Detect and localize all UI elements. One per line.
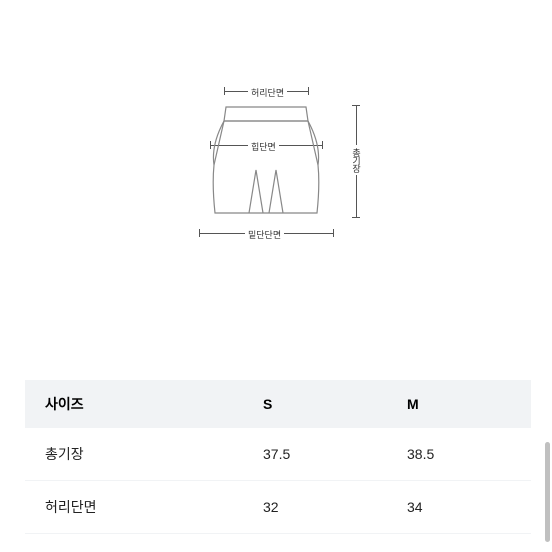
length-label: 총기장	[350, 145, 363, 175]
table-row: 총기장 37.5 38.5	[25, 428, 531, 481]
skirt-outline	[201, 105, 331, 220]
row-value-s: 32	[243, 481, 387, 534]
waist-label: 허리단면	[248, 86, 287, 99]
row-label: 허리단면	[25, 481, 243, 534]
table-header-row: 사이즈 S M	[25, 380, 531, 428]
size-table-container: 사이즈 S M 총기장 37.5 38.5 허리단면 32 34	[25, 380, 531, 534]
col-size: 사이즈	[25, 380, 243, 428]
size-diagram: 허리단면 힙단면 밑단단면 총기장	[0, 0, 552, 260]
col-s: S	[243, 380, 387, 428]
size-table: 사이즈 S M 총기장 37.5 38.5 허리단면 32 34	[25, 380, 531, 534]
hem-label: 밑단단면	[245, 228, 284, 241]
row-value-m: 38.5	[387, 428, 531, 481]
row-value-s: 37.5	[243, 428, 387, 481]
table-row: 허리단면 32 34	[25, 481, 531, 534]
row-value-m: 34	[387, 481, 531, 534]
scrollbar-thumb[interactable]	[545, 442, 550, 542]
row-label: 총기장	[25, 428, 243, 481]
col-m: M	[387, 380, 531, 428]
